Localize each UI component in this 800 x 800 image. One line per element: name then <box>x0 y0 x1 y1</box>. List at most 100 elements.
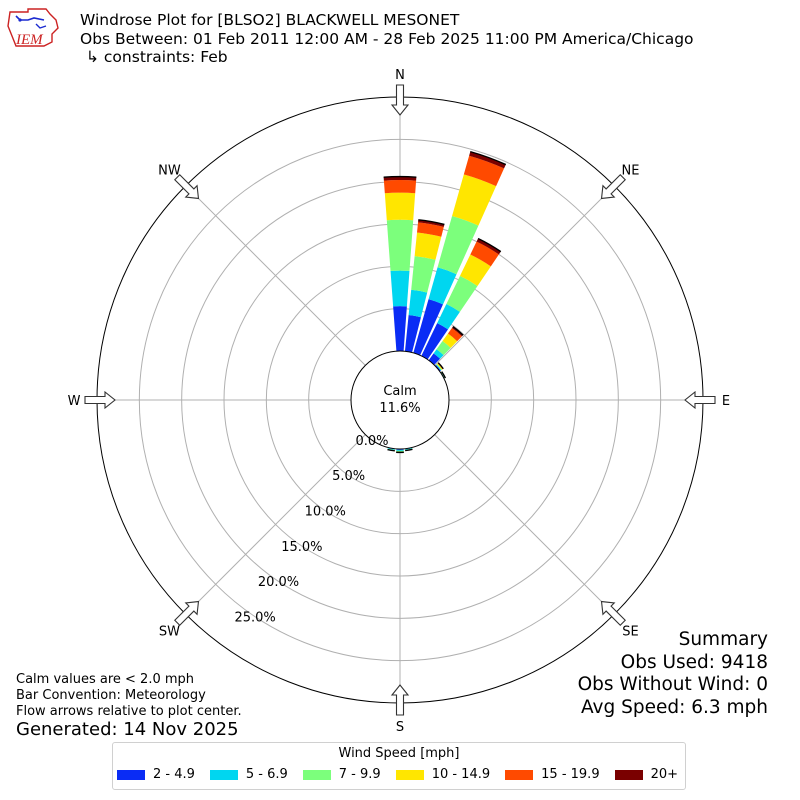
wind-bar-segment <box>446 275 478 312</box>
wind-bar-segment <box>421 323 449 360</box>
radial-tick-label: 5.0% <box>332 469 365 484</box>
calm-circle <box>350 350 450 450</box>
wind-bar-segment <box>469 151 506 169</box>
wind-bar-segment <box>383 176 417 181</box>
wind-bar-segment <box>411 256 436 293</box>
wind-bar-segment <box>418 219 445 227</box>
flow-arrow-icon <box>390 84 410 116</box>
calm-note: Calm values are < 2.0 mph <box>16 672 195 687</box>
legend-label: 7 - 9.9 <box>338 767 381 782</box>
wind-bar-segment <box>387 447 395 450</box>
legend-label: 10 - 14.9 <box>431 767 491 782</box>
flow-arrow-icon <box>600 600 626 626</box>
generated-date: Generated: 14 Nov 2025 <box>16 719 239 740</box>
wind-bar-segment <box>408 289 428 318</box>
wind-bar-segment <box>470 241 499 267</box>
grid-ring <box>138 138 662 662</box>
legend-title: Wind Speed [mph] <box>338 746 460 761</box>
wind-bar-edge <box>387 448 395 452</box>
svg-text:IEM: IEM <box>15 32 44 48</box>
calm-value: 11.6% <box>379 401 420 416</box>
summary-obs-without-wind: Obs Without Wind: 0 <box>577 674 768 695</box>
radial-tick-label: 20.0% <box>258 575 299 590</box>
flow-arrow-icon <box>174 174 200 200</box>
legend-item: 2 - 4.9 <box>116 767 195 782</box>
wind-bar-segment <box>437 363 443 370</box>
legend-label: 2 - 4.9 <box>152 767 195 782</box>
wind-bar-segment <box>437 304 460 330</box>
wind-bar-segment <box>404 315 421 353</box>
wind-bar-segment <box>413 299 443 356</box>
plot-notes: Calm values are < 2.0 mph Bar Convention… <box>16 672 242 720</box>
title-station: Windrose Plot for [BLSO2] BLACKWELL MESO… <box>80 11 460 29</box>
wind-bar-segment <box>437 215 479 275</box>
legend-item: 7 - 9.9 <box>302 767 381 782</box>
flow-arrow-icon <box>174 600 200 626</box>
wind-bar-segment <box>436 341 451 356</box>
wind-bar-segment <box>460 254 491 286</box>
wind-bar-edge <box>470 150 507 166</box>
wind-bar-segment <box>390 270 410 307</box>
wind-bar-edge <box>405 448 413 452</box>
legend-label: 5 - 6.9 <box>245 767 288 782</box>
flow-arrows-note: Flow arrows relative to plot center. <box>16 704 242 719</box>
wind-bar-segment <box>414 232 442 260</box>
summary-obs-used: Obs Used: 9418 <box>620 651 768 673</box>
wind-bar-edge <box>477 237 502 253</box>
wind-bar-segment <box>435 364 441 372</box>
legend: Wind Speed [mph] 2 - 4.9 5 - 6.9 7 - 9.9 10… <box>112 742 686 790</box>
wind-bar-segment <box>463 155 505 187</box>
direction-label-sw: SW <box>159 625 180 640</box>
direction-label-se: SE <box>622 625 638 640</box>
wind-bar-segment <box>436 364 442 371</box>
flow-arrow-icon <box>684 390 716 410</box>
title-constraints: ↳ constraints: Feb <box>86 48 228 66</box>
legend-swatch <box>302 769 331 780</box>
radial-tick-label: 10.0% <box>305 504 346 519</box>
direction-label-w: W <box>68 394 81 409</box>
wind-bar-segment <box>452 174 497 226</box>
wind-bar-segment <box>396 450 404 452</box>
legend-swatch <box>505 769 534 780</box>
flow-arrow-icon <box>84 390 116 410</box>
wind-bar-edge <box>441 371 447 379</box>
legend-item: 5 - 6.9 <box>209 767 288 782</box>
legend-label: 20+ <box>650 767 679 782</box>
wind-bar-segment <box>436 363 442 371</box>
wind-bar-segment <box>383 179 417 194</box>
radial-tick-label: 0.0% <box>355 434 388 449</box>
wind-bar-segment <box>417 222 444 237</box>
legend-label: 15 - 19.9 <box>541 767 600 782</box>
legend-swatch <box>116 769 145 780</box>
chart-title: Windrose Plot for [BLSO2] BLACKWELL MESO… <box>80 11 694 67</box>
summary-box: Summary Obs Used: 9418 Obs Without Wind:… <box>578 629 768 719</box>
legend-swatch <box>614 769 643 780</box>
summary-avg-speed: Avg Speed: 6.3 mph <box>580 696 768 718</box>
legend-swatch <box>395 769 424 780</box>
wind-bar-segment <box>433 349 444 359</box>
direction-label-ne: NE <box>622 163 640 178</box>
radial-tick-label: 15.0% <box>281 540 322 555</box>
wind-bar-edge <box>418 219 445 226</box>
calm-label: Calm <box>383 384 416 399</box>
wind-bar-segment <box>442 333 458 348</box>
wind-bar-segment <box>476 238 501 255</box>
legend-items: 2 - 4.9 5 - 6.9 7 - 9.9 10 - 14.9 15 - 19.9 2… <box>113 767 685 782</box>
wind-bar-segment <box>384 192 416 221</box>
legend-swatch <box>209 769 238 780</box>
direction-label-nw: NW <box>158 163 181 178</box>
wind-bar-edge <box>452 326 464 336</box>
wind-bar-edge <box>437 362 444 370</box>
direction-label-n: N <box>395 68 405 83</box>
flow-arrow-icon <box>600 174 626 200</box>
wind-bar-segment <box>386 219 414 271</box>
wind-bar-segment <box>428 267 457 305</box>
radial-tick-label: 25.0% <box>234 610 275 625</box>
summary-heading: Summary <box>678 629 768 650</box>
wind-bar-edge <box>383 175 417 178</box>
wind-bar-segment <box>451 326 464 337</box>
wind-bar-segment <box>396 449 404 451</box>
title-period: Obs Between: 01 Feb 2011 12:00 AM - 28 F… <box>80 29 694 48</box>
wind-bar-segment <box>447 327 462 342</box>
